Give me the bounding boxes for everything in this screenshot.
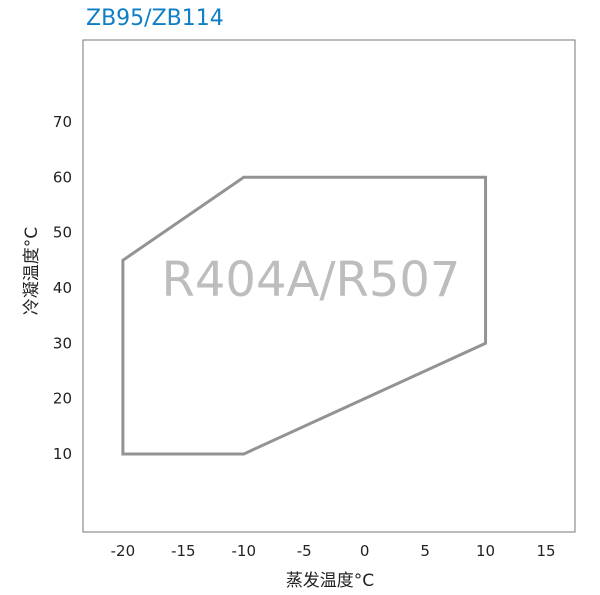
x-tick-label: -20 bbox=[111, 542, 136, 560]
refrigerant-annotation: R404A/R507 bbox=[162, 252, 461, 308]
y-tick-label: 60 bbox=[53, 168, 72, 186]
y-axis-label: 冷凝温度°C bbox=[22, 227, 42, 315]
x-tick-label: 15 bbox=[536, 542, 555, 560]
x-tick-label: -5 bbox=[297, 542, 312, 560]
chart-title: ZB95/ZB114 bbox=[86, 6, 224, 31]
plot-frame bbox=[82, 39, 576, 533]
y-tick-label: 20 bbox=[53, 390, 72, 408]
x-tick-label: 0 bbox=[360, 542, 370, 560]
y-tick-label: 10 bbox=[53, 445, 72, 463]
y-tick-label: 50 bbox=[53, 224, 72, 242]
x-tick-label: 10 bbox=[476, 542, 495, 560]
y-tick-label: 40 bbox=[53, 279, 72, 297]
x-tick-label: -15 bbox=[171, 542, 196, 560]
x-tick-label: -10 bbox=[232, 542, 257, 560]
operating-envelope bbox=[121, 175, 488, 456]
x-axis-label: 蒸发温度°C bbox=[286, 571, 374, 591]
y-tick-label: 70 bbox=[53, 113, 72, 131]
y-tick-label: 30 bbox=[53, 334, 72, 352]
x-tick-label: 5 bbox=[420, 542, 430, 560]
